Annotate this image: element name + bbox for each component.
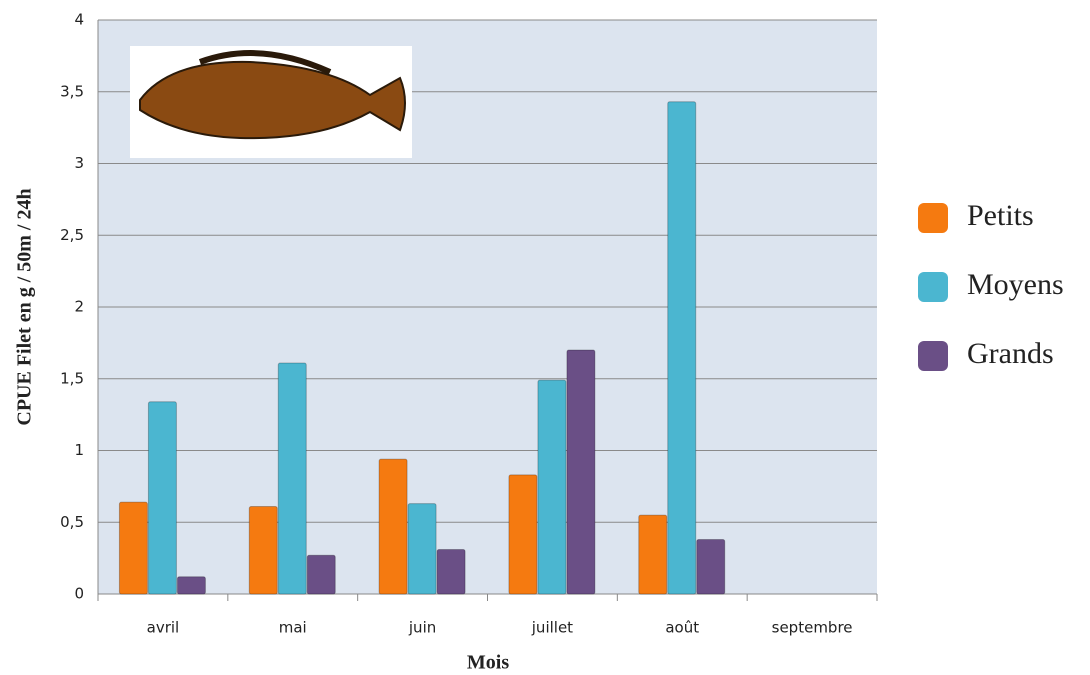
bar <box>436 549 466 595</box>
bar <box>407 503 437 595</box>
legend-label: Grands <box>967 337 1054 370</box>
y-tick-label: 2,5 <box>60 226 84 244</box>
fish <box>139 60 406 140</box>
bar <box>566 349 596 595</box>
bar <box>176 576 206 595</box>
legend-label: Petits <box>967 199 1034 232</box>
legend-swatch <box>918 203 948 233</box>
fish-fin <box>198 50 332 75</box>
bar <box>306 554 336 595</box>
bar <box>508 474 538 595</box>
y-axis-title: CPUE Filet en g / 50m / 24h <box>14 188 36 425</box>
bar <box>147 401 177 595</box>
bar <box>638 514 668 595</box>
x-tick-label: mai <box>279 619 307 637</box>
y-tick-label: 1 <box>74 441 84 459</box>
bar <box>248 505 278 595</box>
fish-picture <box>130 46 412 158</box>
bar <box>277 362 307 595</box>
x-tick-label: août <box>665 619 699 637</box>
x-axis-title: Mois <box>467 652 509 674</box>
bar <box>537 379 567 595</box>
y-tick-label: 3 <box>74 154 84 172</box>
grid: 0 0,5 1 1,5 2 2,5 3 3,5 4 avril mai juin juillet août… <box>60 11 878 637</box>
bar <box>378 458 408 595</box>
legend-label: Moyens <box>967 268 1064 301</box>
x-tick-label: septembre <box>772 619 853 637</box>
y-tick-label: 4 <box>74 11 84 29</box>
legend-swatch <box>918 341 948 371</box>
x-tick-label: juillet <box>531 619 573 637</box>
y-tick-label: 1,5 <box>60 369 84 387</box>
y-tick-label: 0 <box>74 585 84 603</box>
bar <box>118 501 148 595</box>
bar <box>696 538 726 595</box>
bar <box>667 101 697 595</box>
bars <box>118 101 726 595</box>
x-tick-label: avril <box>147 619 180 637</box>
x-tick-label: juin <box>408 619 436 637</box>
legend-swatch <box>918 272 948 302</box>
y-tick-label: 2 <box>74 298 84 316</box>
y-tick-label: 3,5 <box>60 82 84 100</box>
y-tick-label: 0,5 <box>60 513 84 531</box>
legend: Petits Moyens Grands <box>918 199 1064 371</box>
